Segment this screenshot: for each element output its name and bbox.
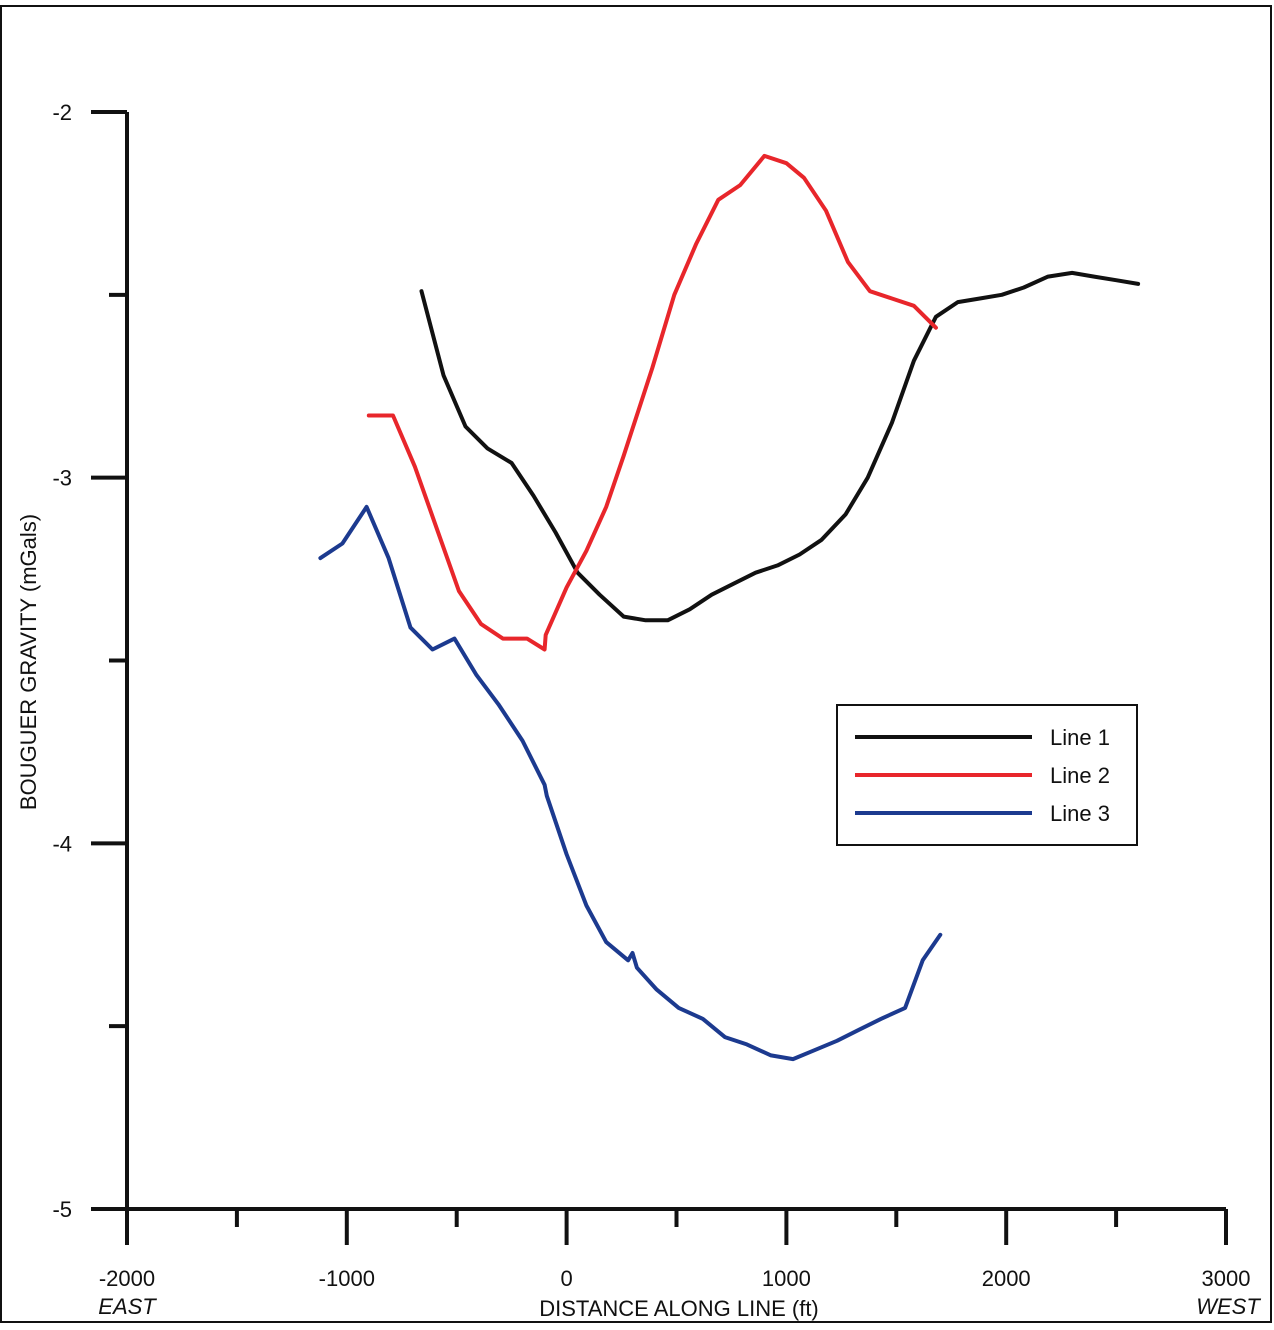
y-tick-label-neg-5: -5 [52, 1197, 72, 1222]
series [318, 153, 1141, 1062]
x-axis-title: DISTANCE ALONG LINE (ft) [539, 1296, 819, 1321]
series-line-3 [318, 504, 943, 1062]
east-direction-label: EAST [98, 1294, 157, 1319]
y-tick-label-neg-3: -3 [52, 466, 72, 491]
legend-label-line-3: Line 3 [1050, 801, 1110, 826]
legend-item-line-1: Line 1 [855, 725, 1110, 750]
west-direction-label: WEST [1196, 1294, 1261, 1319]
series-line-1 [419, 270, 1141, 623]
series-line-2 [366, 153, 938, 652]
figure-frame [0, 5, 1272, 1323]
y-tick-label-neg-2: -2 [52, 100, 72, 125]
x-tick-label-neg-1000: -1000 [319, 1266, 375, 1291]
x-tick-label-3000: 3000 [1202, 1266, 1251, 1291]
legend-label-line-2: Line 2 [1050, 763, 1110, 788]
legend-label-line-1: Line 1 [1050, 725, 1110, 750]
x-tick-label-0: 0 [560, 1266, 572, 1291]
x-tick-label-neg-2000: -2000 [99, 1266, 155, 1291]
y-axis-title: BOUGUER GRAVITY (mGals) [16, 514, 41, 810]
legend-item-line-3: Line 3 [855, 801, 1110, 826]
legend: Line 1 Line 2 Line 3 [836, 704, 1138, 846]
legend-item-line-2: Line 2 [855, 763, 1110, 788]
x-tick-label-2000: 2000 [982, 1266, 1031, 1291]
y-tick-label-neg-4: -4 [52, 831, 72, 856]
x-tick-label-1000: 1000 [762, 1266, 811, 1291]
ticks: -2 -3 -4 -5 -2000 -1000 0 1000 2000 3000 [52, 100, 1250, 1291]
